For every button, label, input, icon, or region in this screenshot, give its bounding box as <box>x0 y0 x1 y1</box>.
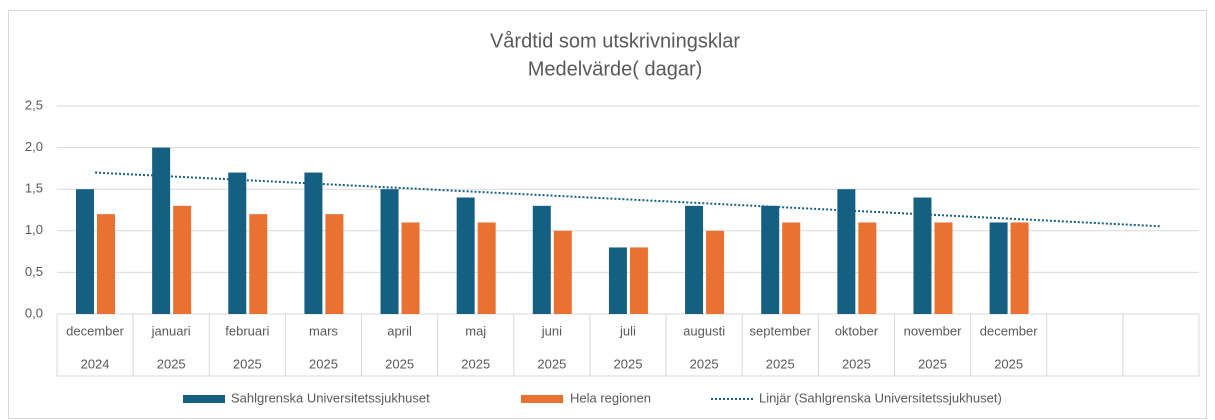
x-tick-year: 2025 <box>690 356 719 371</box>
legend-swatch <box>521 395 563 403</box>
bar <box>858 222 877 314</box>
bar <box>685 205 704 314</box>
x-tick-year: 2025 <box>918 356 947 371</box>
y-tick-label: 1,0 <box>25 222 43 237</box>
bar <box>706 230 725 314</box>
x-tick-label: maj <box>465 323 486 338</box>
y-tick-label: 2,5 <box>25 97 43 112</box>
x-tick-year: 2025 <box>157 356 186 371</box>
bar <box>401 222 420 314</box>
chart-frame <box>8 10 1207 419</box>
bar <box>1010 222 1029 314</box>
x-tick-label: oktober <box>835 323 879 338</box>
y-tick-label: 2,0 <box>25 139 43 154</box>
x-tick-label: december <box>980 323 1038 338</box>
x-tick-label: september <box>750 323 812 338</box>
bar <box>97 214 115 314</box>
x-tick-label: juli <box>619 323 636 338</box>
legend-swatch <box>183 395 225 403</box>
legend-label: Sahlgrenska Universitetssjukhuset <box>231 390 430 405</box>
x-tick-year: 2025 <box>461 356 490 371</box>
bar <box>173 205 192 314</box>
bar <box>456 197 475 314</box>
legend-label: Hela regionen <box>570 390 651 405</box>
x-tick-label: januari <box>151 323 191 338</box>
bar <box>249 214 268 314</box>
chart-subtitle: Medelvärde( dagar) <box>528 58 703 80</box>
y-tick-label: 1,5 <box>25 181 43 196</box>
chart-title: Vårdtid som utskrivningsklar <box>490 30 740 52</box>
bar <box>152 147 171 314</box>
x-tick-label: december <box>66 323 124 338</box>
x-tick-label: april <box>387 323 412 338</box>
bar <box>532 205 551 314</box>
x-tick-year: 2025 <box>994 356 1023 371</box>
bar <box>934 222 953 314</box>
bar <box>228 172 247 314</box>
bar <box>608 247 627 314</box>
bar <box>553 230 572 314</box>
y-tick-label: 0,5 <box>25 264 43 279</box>
x-tick-label: juni <box>541 323 562 338</box>
bar <box>477 222 496 314</box>
x-tick-year: 2025 <box>537 356 566 371</box>
trendline <box>95 171 1161 228</box>
bar <box>913 197 932 314</box>
legend-label: Linjär (Sahlgrenska Universitetssjukhuse… <box>759 390 1002 405</box>
bar <box>837 189 856 314</box>
bar <box>761 205 780 314</box>
y-tick-label: 0,0 <box>25 305 43 320</box>
x-tick-year: 2025 <box>614 356 643 371</box>
x-tick-year: 2025 <box>766 356 795 371</box>
x-tick-label: mars <box>309 323 338 338</box>
x-tick-year: 2025 <box>233 356 262 371</box>
x-tick-year: 2025 <box>842 356 871 371</box>
bar <box>782 222 801 314</box>
x-tick-year: 2025 <box>385 356 414 371</box>
x-tick-label: november <box>904 323 962 338</box>
bar <box>989 222 1008 314</box>
bar <box>629 247 648 314</box>
x-tick-year: 2025 <box>309 356 338 371</box>
x-tick-label: februari <box>225 323 269 338</box>
bar <box>325 214 344 314</box>
x-tick-label: augusti <box>683 323 725 338</box>
x-tick-year: 2024 <box>81 356 110 371</box>
bar <box>304 172 323 314</box>
bar <box>380 189 399 314</box>
bar <box>76 189 94 314</box>
